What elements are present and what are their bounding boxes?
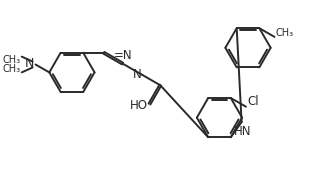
Text: CH₃: CH₃ bbox=[3, 55, 21, 65]
Text: N: N bbox=[25, 57, 35, 70]
Text: =N: =N bbox=[114, 49, 133, 62]
Text: CH₃: CH₃ bbox=[3, 64, 21, 74]
Text: HN: HN bbox=[234, 125, 251, 139]
Text: N: N bbox=[133, 68, 142, 81]
Text: CH₃: CH₃ bbox=[275, 28, 294, 38]
Text: Cl: Cl bbox=[247, 95, 259, 108]
Text: HO: HO bbox=[129, 99, 147, 112]
